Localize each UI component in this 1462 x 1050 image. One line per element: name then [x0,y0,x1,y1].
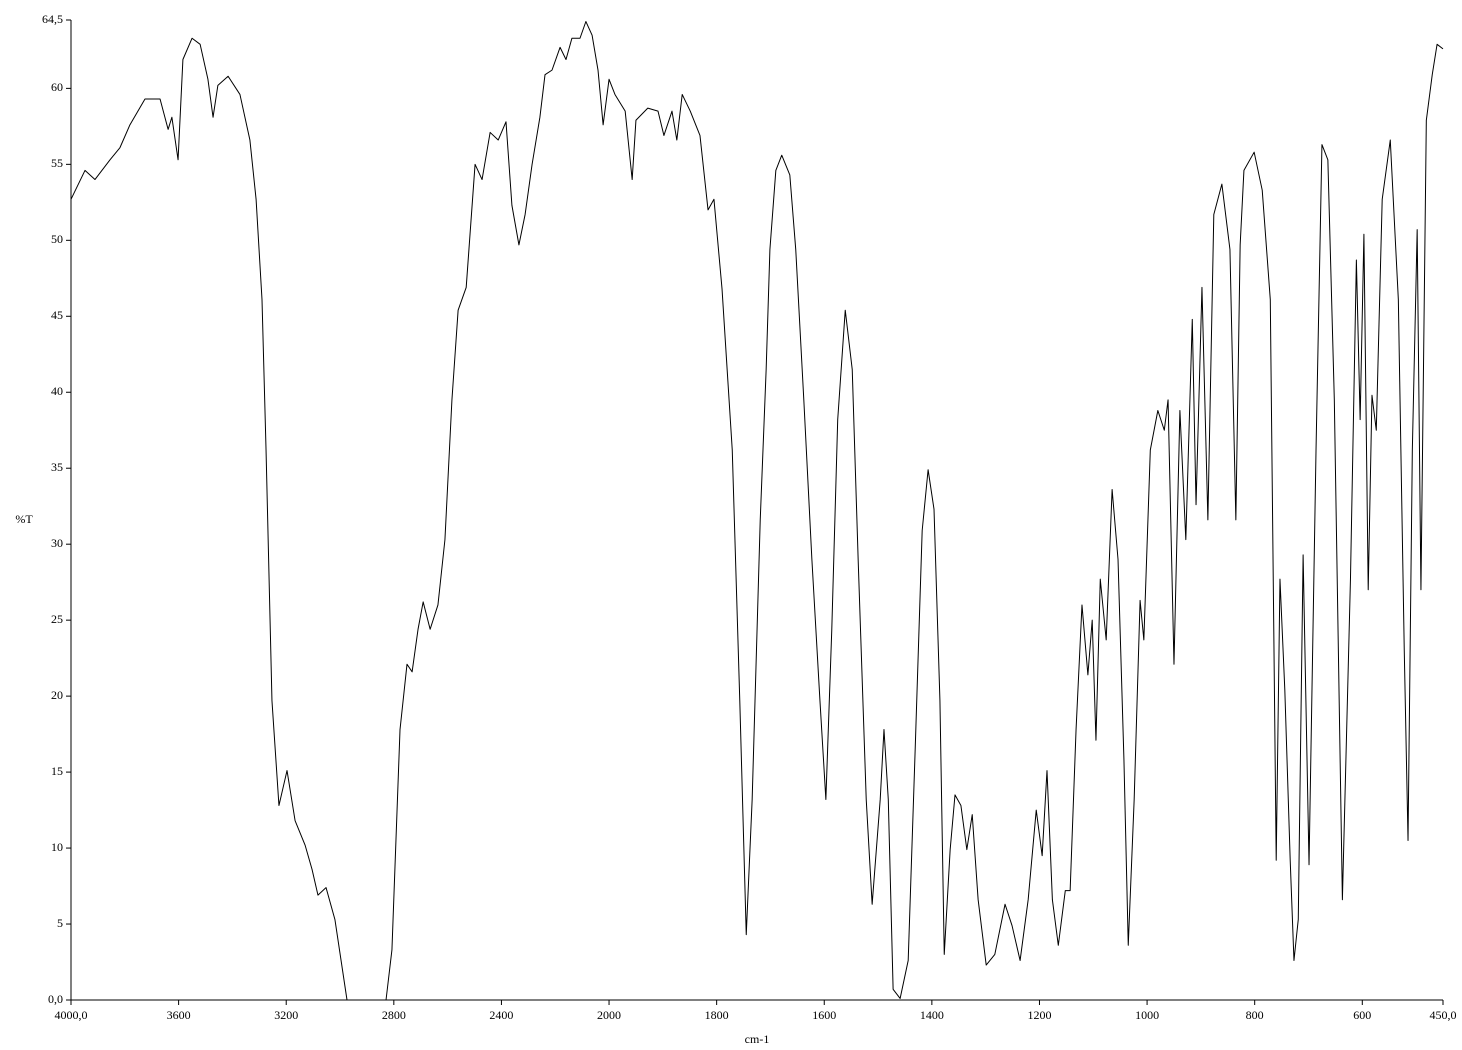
y-tick-label: 10 [51,840,63,854]
y-tick-label: 25 [51,612,63,626]
x-tick-label: 1600 [812,1008,836,1022]
y-tick-label: 5 [57,916,63,930]
y-tick-label: 15 [51,764,63,778]
x-tick-label: 1800 [705,1008,729,1022]
spectrum-line [70,21,1444,1001]
x-tick-label: 1000 [1135,1008,1159,1022]
x-tick-label: 800 [1246,1008,1264,1022]
y-tick-label: 40 [51,384,63,398]
x-tick-label: 600 [1353,1008,1371,1022]
y-tick-label: 0,0 [48,992,63,1006]
x-tick-label: 1400 [920,1008,944,1022]
y-tick-label: 45 [51,308,63,322]
y-tick-label: 50 [51,232,63,246]
x-tick-label: 2800 [382,1008,406,1022]
x-tick-label: 2400 [489,1008,513,1022]
y-tick-label: 55 [51,156,63,170]
x-tick-label: 2000 [597,1008,621,1022]
x-tick-label: 4000,0 [55,1008,88,1022]
x-axis-label: cm-1 [745,1032,770,1046]
y-tick-label: 60 [51,80,63,94]
x-tick-label: 3600 [167,1008,191,1022]
x-tick-label: 3200 [274,1008,298,1022]
x-tick-label: 1200 [1027,1008,1051,1022]
y-axis-label: %T [15,512,33,526]
y-tick-label: 35 [51,460,63,474]
y-tick-label: 30 [51,536,63,550]
y-tick-label: 20 [51,688,63,702]
y-tick-label: 64,5 [42,12,63,26]
x-tick-label: 450,0 [1430,1008,1457,1022]
